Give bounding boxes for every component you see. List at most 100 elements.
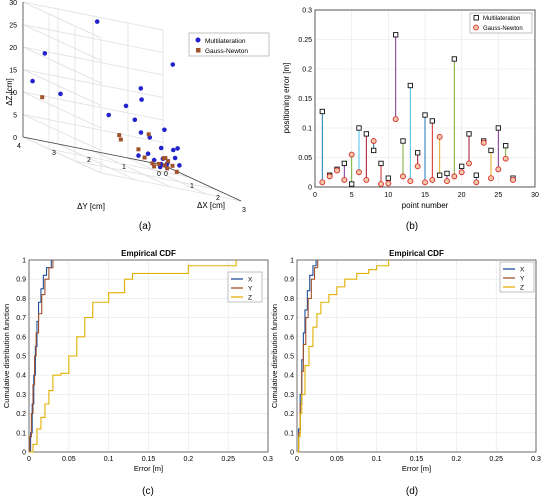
multilateration-point — [170, 62, 176, 67]
multilateration-marker — [444, 170, 450, 177]
gauss-newton-marker — [436, 133, 443, 140]
gauss-newton-marker — [444, 178, 450, 185]
multilateration-point — [139, 97, 144, 102]
panel-c-cdf-plot: 0 0.05 0.1 0.15 0.2 0.25 0.3 0 0.1 0.2 0.3 0.4 0.5 0.… — [2, 249, 273, 473]
y-tick-label: 0.1 — [302, 126, 312, 133]
gauss-newton-marker — [392, 116, 399, 123]
y-tick-label: 0.5 — [284, 354, 294, 361]
multilateration-marker — [356, 125, 362, 131]
legend-marker-gauss-newton — [473, 24, 479, 31]
legend-box — [188, 32, 270, 57]
multilateration-point — [132, 117, 138, 123]
multilateration-marker — [385, 175, 391, 181]
legend-marker-gauss-newton — [196, 48, 201, 53]
panel-d-label: (d) — [406, 486, 418, 497]
y-tick-label: 0 — [308, 185, 312, 192]
gauss-newton-marker — [370, 138, 377, 144]
gauss-newton-point — [170, 163, 175, 168]
multilateration-marker — [378, 160, 384, 167]
y-tick-label: 0.2 — [16, 411, 26, 418]
cdf-line-y — [29, 260, 54, 453]
y-tick-label: 0.4 — [284, 373, 294, 380]
y-tick-label: 0.05 — [298, 155, 312, 162]
legend-label-multilateration: Multilateration — [205, 38, 246, 45]
gauss-newton-marker — [458, 169, 465, 176]
y-axis-label: Cumulative distribution function — [270, 304, 279, 408]
x-axis-line — [162, 164, 242, 202]
gauss-newton-marker — [356, 169, 362, 176]
gauss-newton-marker — [466, 160, 472, 167]
grid-line-xz — [22, 91, 102, 129]
x-axis-label: ΔX [cm] — [197, 201, 225, 210]
legend-label-z: Z — [520, 285, 524, 292]
x-tick-label: 0.1 — [372, 456, 382, 463]
y-tick-label: 0.9 — [16, 277, 26, 284]
plot-frame — [314, 9, 536, 188]
y-axis-label: ΔY [cm] — [77, 202, 105, 211]
multilateration-marker — [341, 160, 347, 167]
gauss-newton-marker — [407, 178, 414, 185]
gauss-newton-marker — [473, 179, 480, 186]
x-axis-label: Error [m] — [134, 464, 163, 473]
x-axis-label: point number — [402, 201, 449, 210]
x-axis-label: Error [m] — [402, 464, 431, 473]
z-tick-label: 20 — [9, 45, 17, 52]
cdf-line-z — [29, 260, 237, 453]
multilateration-point — [123, 103, 129, 109]
x-tick-label: 10 — [384, 192, 392, 199]
legend-box — [469, 12, 533, 34]
x-tick-label: 0.25 — [489, 456, 503, 463]
gauss-newton-marker — [510, 176, 516, 183]
y-tick-label: 0.3 — [302, 8, 312, 15]
grid-line-floor — [127, 157, 207, 195]
gauss-newton-marker — [429, 176, 436, 183]
gauss-newton-marker — [451, 173, 458, 180]
y-tick-label: 0.4 — [16, 373, 26, 380]
legend-marker-multilateration — [195, 37, 201, 43]
x-tick-label: 1 — [190, 183, 194, 190]
gauss-newton-point — [152, 164, 157, 169]
chart-title: Empirical CDF — [389, 249, 444, 258]
y-tick-label: 0 — [157, 171, 161, 178]
grid-line-floor — [22, 136, 102, 174]
multilateration-point — [175, 146, 180, 151]
z-tick-label: 25 — [9, 23, 17, 30]
y-tick-label: 0.1 — [16, 430, 26, 437]
z-tick-label: 5 — [13, 113, 17, 120]
gauss-newton-point — [162, 163, 167, 168]
y-tick-label: 0.6 — [16, 334, 26, 341]
gauss-newton-marker — [502, 155, 509, 162]
y-tick-label: 3 — [52, 150, 56, 157]
plot-frame — [28, 259, 269, 453]
panel-c-label: (c) — [142, 486, 154, 497]
x-tick-label: 3 — [242, 207, 246, 214]
gauss-newton-marker — [488, 175, 494, 182]
legend-box — [227, 271, 263, 303]
multilateration-point — [94, 19, 100, 24]
multilateration-marker — [488, 147, 494, 154]
y-axis-label: positioning error [m] — [282, 63, 291, 134]
multilateration-marker — [473, 172, 479, 178]
y-tick-label: 0.3 — [284, 392, 294, 399]
y-tick-label: 0.7 — [284, 315, 294, 322]
y-axis-label: Cumulative distribution function — [2, 304, 11, 408]
gauss-newton-marker — [348, 151, 355, 158]
legend-label-z: Z — [248, 295, 252, 302]
y-axis-line — [22, 136, 164, 166]
x-tick-label: 30 — [531, 192, 539, 199]
y-tick-label: 2 — [87, 157, 91, 164]
gauss-newton-marker — [385, 180, 392, 187]
y-tick-label: 0 — [22, 450, 26, 457]
multilateration-marker — [319, 108, 325, 115]
x-tick-label: 15 — [421, 192, 429, 199]
gauss-newton-marker — [363, 176, 370, 183]
z-tick-label: 30 — [9, 0, 17, 7]
x-tick-label: 0.05 — [62, 456, 76, 463]
gauss-newton-point — [117, 133, 122, 138]
multilateration-point — [151, 157, 157, 163]
multilateration-marker — [503, 143, 509, 149]
multilateration-marker — [429, 118, 435, 124]
multilateration-point — [162, 127, 167, 133]
